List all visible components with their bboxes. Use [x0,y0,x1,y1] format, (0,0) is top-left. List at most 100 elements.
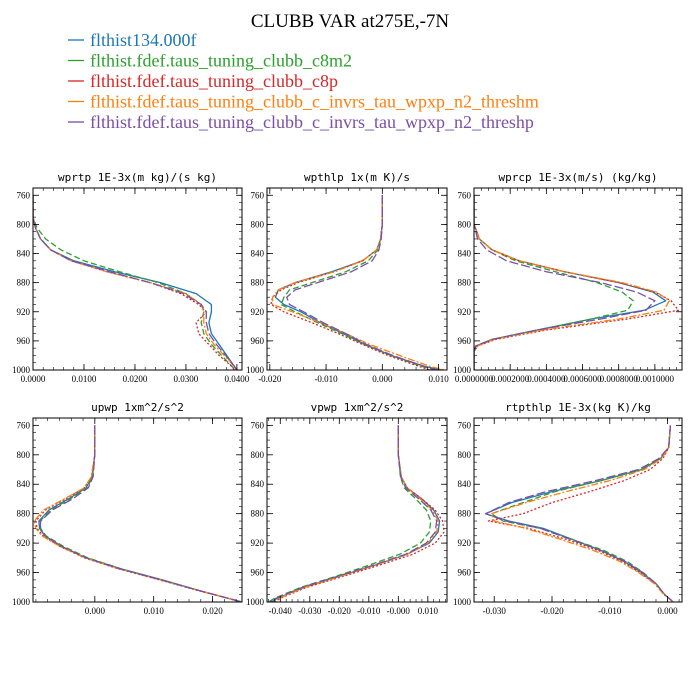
series-line-1 [274,195,442,370]
panel-frame [266,417,448,603]
series-line-4 [33,195,238,370]
panel-title: wpthlp 1x(m K)/s [304,171,410,184]
y-tick-label: 960 [17,336,31,346]
y-tick-label: 1000 [246,365,265,375]
legend-label-3: flthist.fdef.taus_tuning_clubb_c8p [90,71,338,91]
y-tick-label: 880 [458,509,472,519]
x-tick-label: 0.010 [428,374,449,384]
series-line-1 [38,425,242,602]
series-group [484,425,674,602]
y-tick-label: 880 [17,278,31,288]
y-tick-label: 920 [17,538,31,548]
series-line-3 [35,425,242,602]
series-line-1 [484,425,674,602]
y-tick-label: 760 [17,420,31,430]
minor-ticks [267,418,447,603]
y-tick-label: 840 [17,479,31,489]
y-tick-label: 960 [251,568,265,578]
series-line-4 [273,425,439,602]
x-tick-label: -0.010 [598,606,622,616]
y-tick-label: 880 [251,278,265,288]
series-line-2 [33,195,237,370]
series-line-1 [474,195,667,370]
series-line-3 [33,195,235,370]
series-line-3 [274,425,445,602]
panel-6: rtpthlp 1E-3x(kg K)/kg -0.030 -0.020 -0.010… [453,401,683,616]
x-tick-label: 0.000 [372,374,393,384]
panel-frame [266,187,448,371]
x-tick-label: -0.030 [483,606,507,616]
series-line-5 [33,195,238,370]
y-tick-label: 840 [251,249,265,259]
y-tick-label: 840 [251,479,265,489]
y-tick-label: 800 [458,450,472,460]
series-group [474,195,680,370]
y-tick-label: 760 [458,420,472,430]
y-tick-label: 960 [458,568,472,578]
x-tick-label: -0.020 [540,606,564,616]
x-tick-label: 0.010 [418,606,439,616]
legend: flthist134.000fflthist.fdef.taus_tuning_… [68,30,539,132]
y-tick-label: 760 [17,190,31,200]
series-group [33,425,242,602]
x-tick-label: 0.010 [144,606,165,616]
panel-title: wprtp 1E-3x(m kg)/(s kg) [58,171,217,184]
x-tick-label: -0.020 [258,374,282,384]
y-tick-label: 920 [251,538,265,548]
series-line-5 [39,425,242,602]
y-tick-label: 760 [251,420,265,430]
panel-5: vpwp 1xm^2/s^2 -0.040 -0.030 -0.020 -0.010 -0… [246,401,448,616]
series-line-2 [490,425,674,602]
y-tick-label: 920 [17,307,31,317]
minor-ticks [474,418,682,603]
x-tick-label: -0.030 [298,606,322,616]
panel-title: upwp 1xm^2/s^2 [91,401,184,414]
x-tick-label: 0.000 [657,606,678,616]
y-tick-label: 1000 [246,597,265,607]
x-tick-label: 0.0000000 [455,374,494,384]
y-tick-label: 800 [17,219,31,229]
panel-frame [32,417,243,603]
minor-ticks [33,418,242,603]
panel-4: upwp 1xm^2/s^2 0.000 0.010 0.020 760 800 840 88… [12,401,243,616]
minor-ticks [473,188,682,371]
series-group [33,195,238,370]
x-tick-label: 0.0006000 [563,374,602,384]
x-tick-label: 0.0300 [174,374,199,384]
x-tick-label: -0.010 [357,606,381,616]
panel-title: rtpthlp 1E-3x(kg K)/kg [505,401,651,414]
x-tick-label: -0.000 [387,606,411,616]
series-line-4 [490,425,674,602]
y-tick-label: 800 [251,219,265,229]
x-tick-label: 0.0002000 [491,374,530,384]
y-tick-label: 1000 [12,597,31,607]
panel-title: vpwp 1xm^2/s^2 [311,401,404,414]
panel-frame [473,417,683,603]
x-tick-label: 0.0000 [21,374,46,384]
x-tick-label: 0.000 [85,606,106,616]
series-line-2 [280,195,436,370]
x-tick-label: -0.010 [314,374,338,384]
series-line-3 [487,425,674,602]
legend-label-4: flthist.fdef.taus_tuning_clubb_c_invrs_t… [90,92,539,112]
y-tick-label: 920 [251,307,265,317]
series-line-1 [271,425,441,602]
y-tick-label: 960 [458,336,472,346]
x-tick-label: 0.0100 [72,374,97,384]
series-line-2 [268,425,432,602]
y-tick-label: 960 [251,336,265,346]
x-tick-label: 0.0004000 [527,374,566,384]
series-group [268,425,445,602]
y-tick-label: 760 [458,190,472,200]
x-tick-label: -0.020 [328,606,352,616]
x-tick-label: 0.0008000 [600,374,639,384]
series-line-5 [474,195,656,370]
y-tick-label: 920 [458,307,472,317]
y-tick-label: 1000 [453,597,472,607]
y-tick-label: 880 [17,509,31,519]
panel-frame [32,187,243,371]
series-line-3 [474,195,680,370]
y-tick-label: 840 [458,249,472,259]
x-tick-label: -0.040 [269,606,293,616]
